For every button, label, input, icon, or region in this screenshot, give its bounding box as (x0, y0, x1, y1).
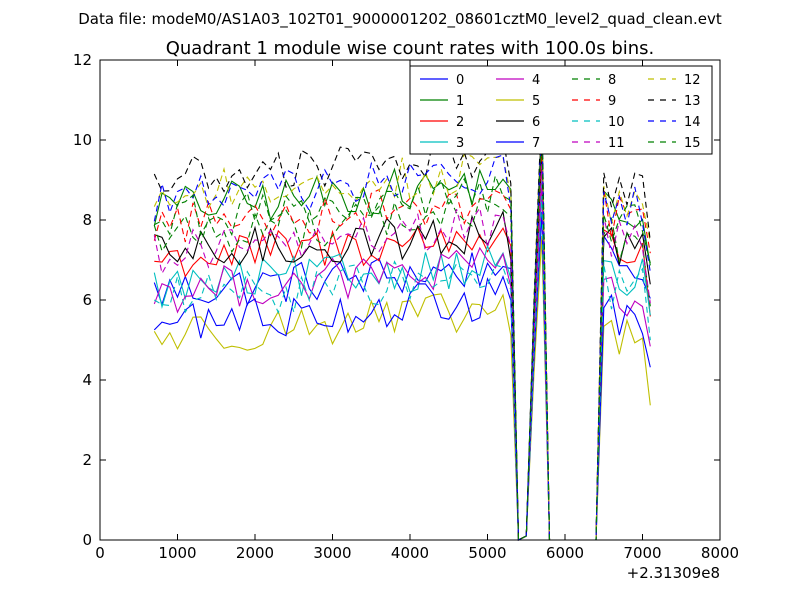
y-tick-label: 0 (82, 531, 92, 549)
series-line-14 (153, 119, 651, 541)
y-tick-label: 2 (82, 451, 92, 469)
legend-label: 13 (684, 94, 701, 109)
series-line-8 (153, 123, 651, 541)
legend-label: 3 (456, 136, 464, 151)
legend-label: 9 (608, 94, 616, 109)
legend-label: 7 (532, 136, 540, 151)
y-tick-label: 12 (73, 51, 92, 69)
x-tick-label: 4000 (391, 544, 429, 562)
y-tick-label: 10 (73, 131, 92, 149)
x-tick-label: 7000 (623, 544, 661, 562)
series-line-11 (153, 163, 651, 541)
x-tick-label: 1000 (158, 544, 196, 562)
y-tick-label: 8 (82, 211, 92, 229)
series-line-9 (153, 139, 651, 541)
legend-label: 15 (684, 136, 701, 151)
legend-frame (409, 65, 713, 155)
legend-label: 12 (684, 73, 701, 88)
x-tick-label: 8000 (701, 544, 739, 562)
legend-label: 4 (532, 73, 540, 88)
figure-suptitle: Data file: modeM0/AS1A03_102T01_90000012… (78, 10, 722, 29)
chart-title: Quadrant 1 module wise count rates with … (166, 38, 655, 59)
legend-label: 1 (456, 94, 464, 109)
x-tick-label: 6000 (546, 544, 584, 562)
x-tick-label: 2000 (236, 544, 274, 562)
y-tick-label: 4 (82, 371, 92, 389)
legend-label: 2 (456, 115, 464, 130)
x-tick-label: 3000 (313, 544, 351, 562)
x-axis-offset-label: +2.31309e8 (627, 564, 720, 582)
legend-label: 5 (532, 94, 540, 109)
legend-label: 6 (532, 115, 540, 130)
y-tick-label: 6 (82, 291, 92, 309)
legend-label: 11 (608, 136, 625, 151)
x-axis: 0 1000 2000 3000 4000 5000 6000 7000 8000 (95, 60, 739, 562)
x-tick-label: 0 (95, 544, 105, 562)
legend-label: 0 (456, 73, 464, 88)
legend-label: 14 (684, 115, 701, 130)
legend-label: 8 (608, 73, 616, 88)
x-tick-label: 5000 (468, 544, 506, 562)
legend-label: 10 (608, 115, 625, 130)
